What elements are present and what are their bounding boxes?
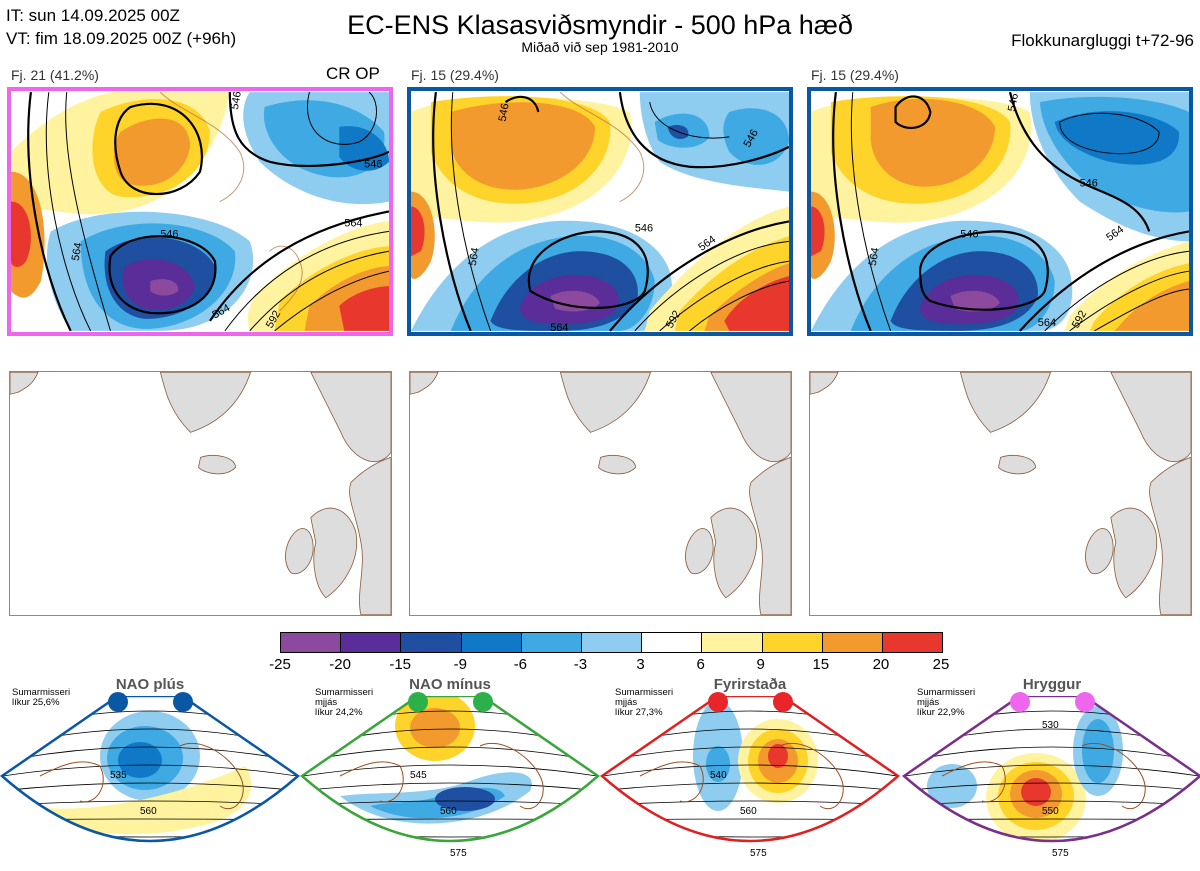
contour-label: 546 xyxy=(960,228,978,240)
regime-note-line: Sumarmisseri xyxy=(615,687,674,698)
regime-note: Sumarmisseri mjjás líkur 27,3% xyxy=(615,688,673,718)
colorbar-box xyxy=(281,633,342,652)
colorbar-box xyxy=(521,633,582,652)
colorbar xyxy=(280,632,943,653)
cluster-2-map[interactable]: 546 546 546 564 564 564 592 xyxy=(407,87,793,336)
cluster-3-map[interactable]: 546 546 546 564 564 564 592 xyxy=(807,87,1193,336)
contour-label: 546 xyxy=(160,228,178,240)
colorbar-tick-label: 15 xyxy=(812,656,830,673)
colorbar-box xyxy=(461,633,522,652)
colorbar-tick-label: -3 xyxy=(573,656,588,673)
regime-note-line: líkur 24,2% xyxy=(315,707,363,718)
colorbar-tick-label: 20 xyxy=(872,656,890,673)
regime-marker-dot xyxy=(1010,692,1030,712)
regime-frame xyxy=(0,696,300,843)
contour-label: 564 xyxy=(1038,317,1056,329)
page-subtitle: Miðað við sep 1981-2010 xyxy=(521,39,679,55)
contour-label: 564 xyxy=(867,247,882,267)
regime-note-line: Sumarmisseri xyxy=(917,687,976,698)
regime-contour-label: 560 xyxy=(440,806,457,817)
regime-note-line: mjjás xyxy=(917,697,940,708)
cluster-1-caption: Fj. 21 (41.2%) xyxy=(11,67,99,83)
regime-map[interactable]: 540 560 575 xyxy=(600,696,900,868)
empty-map-1[interactable] xyxy=(9,371,392,616)
regime-map[interactable]: 535 560 xyxy=(0,696,300,868)
regime-note-line: Sumarmisseri xyxy=(12,687,71,698)
contour-label: 564 xyxy=(70,242,85,262)
regime-title: NAO mínus xyxy=(409,676,491,693)
regime-map[interactable]: 530 550 575 xyxy=(902,696,1200,868)
regime-frame xyxy=(300,696,600,843)
regime-contour-label: 540 xyxy=(710,770,727,781)
regime-contour-label: 560 xyxy=(740,806,757,817)
contour-label: 564 xyxy=(344,217,362,229)
colorbar-tick-label: -15 xyxy=(389,656,412,673)
contour-label: 546 xyxy=(1006,92,1021,112)
colorbar-box xyxy=(822,633,883,652)
contour-label: 546 xyxy=(1080,178,1098,190)
regime-marker-dot xyxy=(708,692,728,712)
regime-marker-dot xyxy=(773,692,793,712)
regime-note-line: líkur 22,9% xyxy=(917,707,965,718)
regime-note: Sumarmisseri mjjás líkur 24,2% xyxy=(315,688,373,718)
regime-note: Sumarmisseri mjjás líkur 22,9% xyxy=(917,688,975,718)
regime-marker-dot xyxy=(108,692,128,712)
regime-title: NAO plús xyxy=(115,676,185,693)
cluster-2-caption: Fj. 15 (29.4%) xyxy=(411,67,499,83)
regime-frame xyxy=(600,696,900,843)
regime-contour-label: 575 xyxy=(1052,848,1069,859)
regime-note-line: líkur 25,6% xyxy=(12,697,60,708)
colorbar-tick-label: 3 xyxy=(636,656,645,673)
regime-contour-label: 560 xyxy=(140,806,157,817)
colorbar-box xyxy=(401,633,462,652)
colorbar-tick-label: 25 xyxy=(932,656,950,673)
colorbar-box xyxy=(762,633,823,652)
regime-marker-dot xyxy=(408,692,428,712)
cluster-3-caption: Fj. 15 (29.4%) xyxy=(811,67,899,83)
cluster-1-map[interactable]: 546 546 546 564 564 564 592 xyxy=(7,87,393,336)
regime-contour-label: 535 xyxy=(110,770,127,781)
colorbar-box xyxy=(642,633,703,652)
regime-contour-label: 545 xyxy=(410,770,427,781)
regime-note-line: Sumarmisseri xyxy=(315,687,374,698)
colorbar-tick-label: -25 xyxy=(269,656,291,673)
page-title: EC-ENS Klasasviðsmyndir - 500 hPa hæð xyxy=(347,10,853,40)
contour-label: 546 xyxy=(229,91,244,111)
valid-time: VT: fim 18.09.2025 00Z (+96h) xyxy=(6,29,237,48)
contour-label: 546 xyxy=(364,159,382,171)
colorbar-box xyxy=(882,633,943,652)
colorbar-tick-label: -6 xyxy=(513,656,528,673)
regime-note: Sumarmisseri líkur 25,6% xyxy=(12,688,70,708)
contour-label: 564 xyxy=(550,322,568,332)
empty-map-3[interactable] xyxy=(809,371,1192,616)
regime-contour-label: 530 xyxy=(1042,720,1059,731)
regime-marker-dot xyxy=(473,692,493,712)
init-time: IT: sun 14.09.2025 00Z xyxy=(6,6,180,25)
colorbar-tick-label: -20 xyxy=(329,656,351,673)
regime-map[interactable]: 545 560 575 xyxy=(300,696,600,868)
regime-frame xyxy=(902,696,1200,843)
cluster-1-tag: CR OP xyxy=(326,64,380,83)
regime-marker-dot xyxy=(1075,692,1095,712)
colorbar-tick-label: 6 xyxy=(696,656,705,673)
contour-label: 564 xyxy=(467,247,482,267)
regime-contour-label: 550 xyxy=(1042,806,1059,817)
empty-map-2[interactable] xyxy=(409,371,792,616)
regime-note-line: mjjás xyxy=(615,697,638,708)
regime-contour-label: 575 xyxy=(750,848,767,859)
colorbar-tick-label: 9 xyxy=(756,656,765,673)
contour-label: 546 xyxy=(635,222,653,234)
regime-title: Fyrirstaða xyxy=(713,676,787,693)
colorbar-tick-label: -9 xyxy=(453,656,467,673)
classification-window: Flokkunargluggi t+72-96 xyxy=(1011,31,1194,50)
colorbar-box xyxy=(702,633,763,652)
regime-contour-label: 575 xyxy=(450,848,467,859)
colorbar-box xyxy=(341,633,402,652)
regime-note-line: mjjás xyxy=(315,697,338,708)
regime-marker-dot xyxy=(173,692,193,712)
colorbar-box xyxy=(581,633,643,652)
regime-title: Hryggur xyxy=(1022,676,1082,693)
contour-label: 546 xyxy=(497,102,512,122)
regime-note-line: líkur 27,3% xyxy=(615,707,663,718)
